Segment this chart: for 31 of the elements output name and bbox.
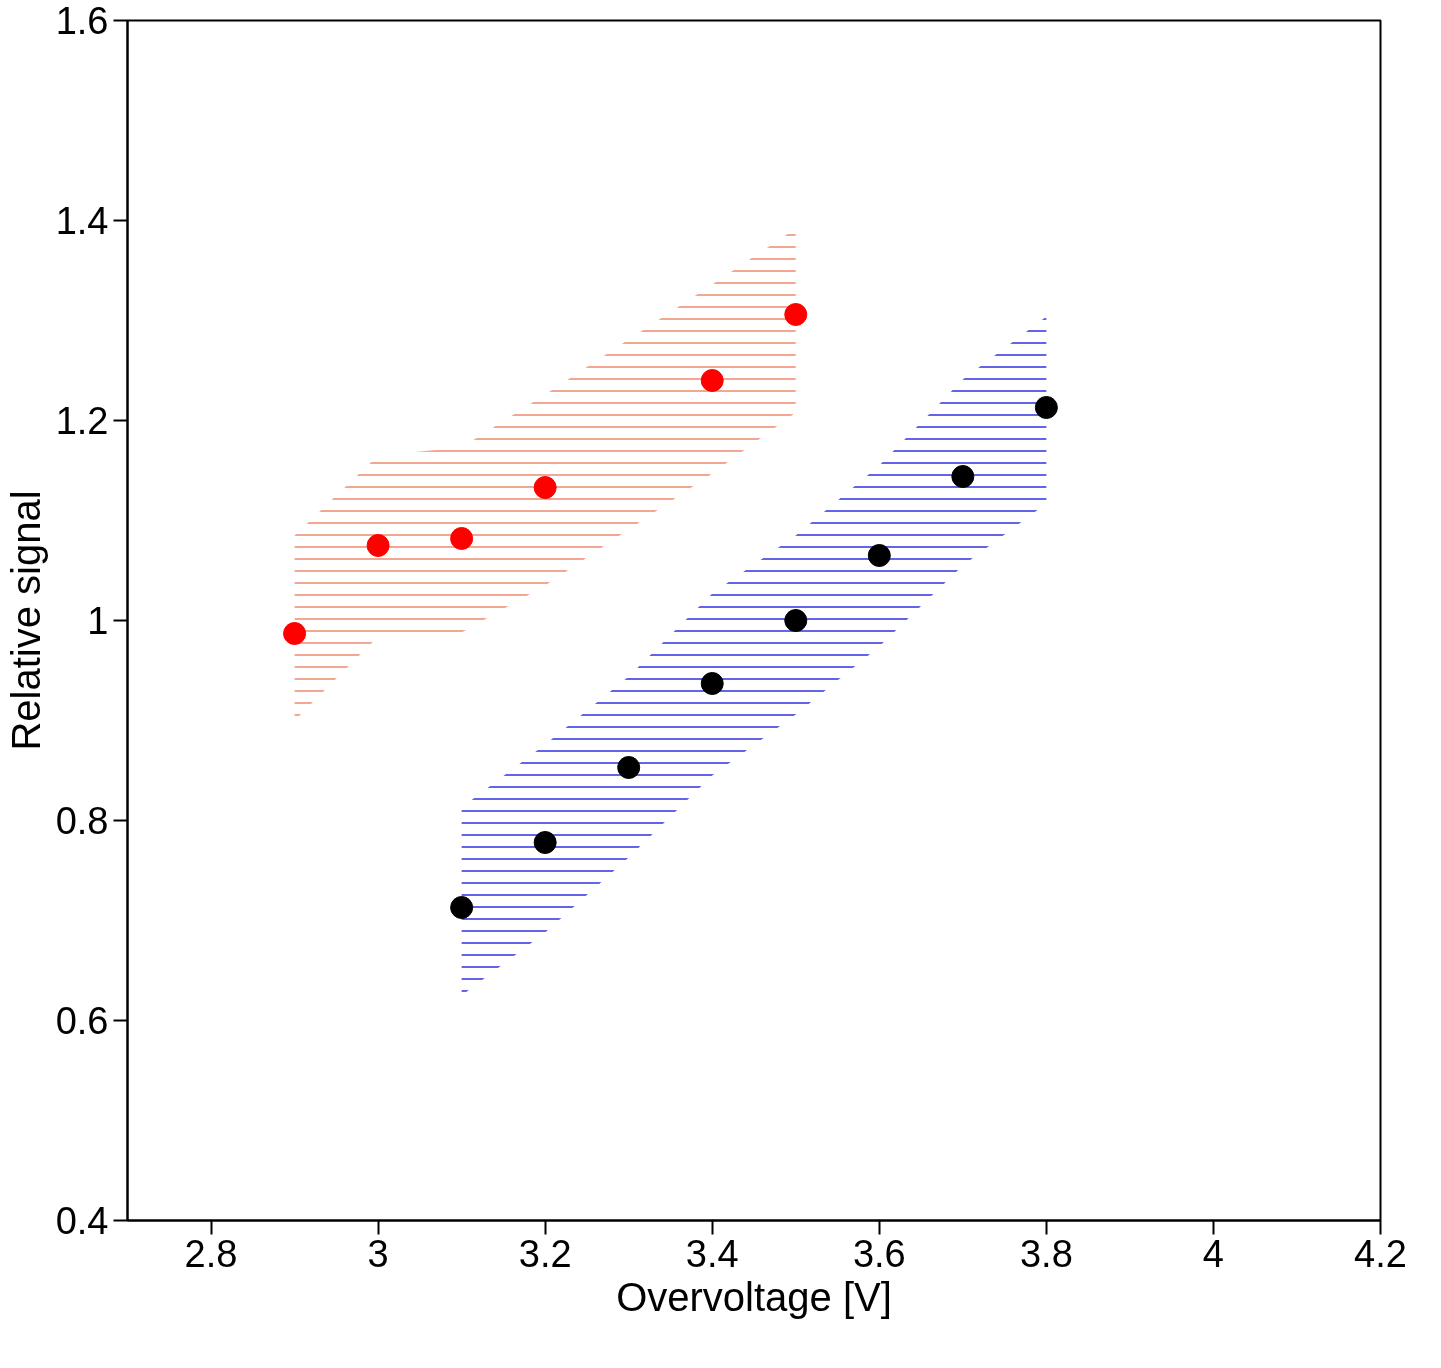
x-tick-label: 3.4 (685, 1232, 739, 1275)
x-tick-label: 3.8 (1019, 1232, 1073, 1275)
y-tick-label: 1.6 (55, 0, 109, 42)
point (784, 303, 808, 326)
point (700, 369, 724, 392)
point (951, 465, 975, 488)
y-tick-label: 0.8 (55, 800, 109, 842)
point (283, 622, 307, 645)
y-tick-label: 0.4 (55, 1200, 109, 1242)
x-tick-label: 3 (367, 1232, 389, 1275)
point (867, 544, 891, 567)
x-tick-label: 4 (1202, 1232, 1225, 1275)
point (1034, 396, 1058, 419)
point (450, 527, 474, 550)
x-tick-label: 3.6 (852, 1232, 906, 1275)
point (450, 896, 474, 919)
x-tick-label: 4.2 (1354, 1232, 1407, 1275)
x-tick-label: 2.8 (184, 1232, 238, 1275)
x-tick-label: 3.2 (518, 1232, 572, 1275)
y-tick-label: 1.2 (55, 400, 109, 442)
point (366, 534, 390, 557)
x-axis-title: Overvoltage [V] (616, 1274, 892, 1319)
y-tick-label: 1.4 (55, 200, 109, 242)
point (617, 756, 641, 779)
point (784, 609, 808, 632)
point (533, 831, 557, 854)
y-tick-label: 1 (87, 600, 109, 642)
point (533, 476, 557, 499)
point (700, 672, 724, 695)
y-tick-label: 0.6 (55, 1000, 109, 1042)
y-axis-title: Relative signal (3, 490, 48, 751)
